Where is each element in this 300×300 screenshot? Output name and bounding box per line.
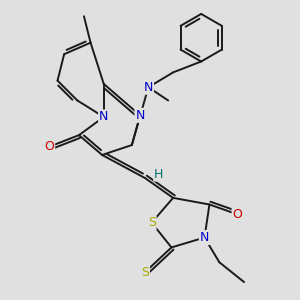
Text: S: S (141, 266, 149, 279)
Text: N: N (135, 109, 145, 122)
Text: O: O (44, 140, 54, 153)
Text: N: N (99, 110, 109, 124)
Text: O: O (232, 208, 242, 221)
Text: H: H (154, 168, 164, 181)
Text: N: N (144, 81, 153, 94)
Text: S: S (148, 216, 156, 229)
Text: N: N (200, 231, 209, 244)
